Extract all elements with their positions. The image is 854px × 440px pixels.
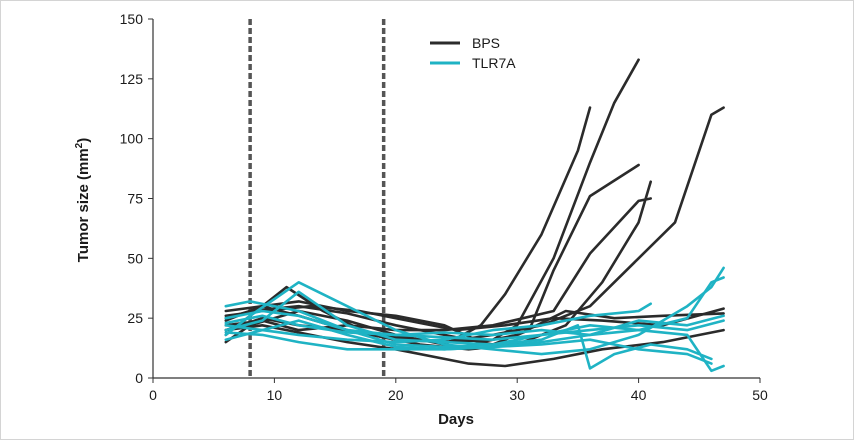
y-tick-label: 25 xyxy=(127,310,143,326)
series-line-bps xyxy=(224,323,725,368)
x-tick-label: 0 xyxy=(149,387,157,403)
legend-label-tlr7a: TLR7A xyxy=(472,55,516,71)
legend-label-bps: BPS xyxy=(472,35,500,51)
y-tick-label: 125 xyxy=(120,71,144,87)
x-tick-label: 30 xyxy=(509,387,525,403)
y-tick-label: 50 xyxy=(127,250,143,266)
series-line-tlr7a xyxy=(224,300,725,373)
series-line-tlr7a xyxy=(224,309,725,342)
x-axis-title: Days xyxy=(438,411,474,428)
series-line-bps xyxy=(224,197,653,332)
series-line-tlr7a xyxy=(224,331,713,365)
y-tick-label: 75 xyxy=(127,191,143,207)
x-tick-label: 50 xyxy=(752,387,768,403)
y-axis-title-close: ) xyxy=(75,138,92,143)
series-line-tlr7a xyxy=(224,266,725,356)
series-line-tlr7a xyxy=(224,314,725,337)
series-lines xyxy=(224,58,725,373)
tick-labels: 0 10 20 30 40 50 0 25 50 75 100 125 150 xyxy=(120,11,768,403)
y-tick-label: 0 xyxy=(135,370,143,386)
series-line-tlr7a xyxy=(224,302,653,344)
x-tick-label: 20 xyxy=(388,387,404,403)
y-axis-title: Tumor size (mm2) xyxy=(74,138,92,262)
y-tick-label: 100 xyxy=(120,131,144,147)
series-line-bps xyxy=(224,304,725,332)
y-tick-label: 150 xyxy=(120,11,144,27)
x-tick-label: 10 xyxy=(267,387,283,403)
legend: BPS TLR7A xyxy=(430,35,516,71)
y-axis-title-main: Tumor size (mm xyxy=(75,148,92,262)
series-line-tlr7a xyxy=(224,290,713,370)
y-axis-title-superscript: 2 xyxy=(74,142,85,148)
x-tick-label: 40 xyxy=(631,387,647,403)
